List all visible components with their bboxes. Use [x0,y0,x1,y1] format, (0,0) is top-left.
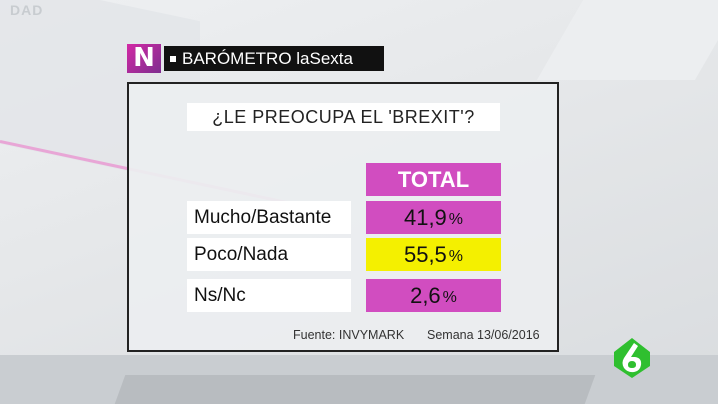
background-floor [114,375,596,404]
row-value-ns-nc: 2,6% [366,279,501,312]
background-ghost-text: DAD [10,2,44,18]
question-box: ¿LE PREOCUPA EL 'BREXIT'? [187,103,500,131]
percent-sign: % [448,247,464,265]
row-label-mucho-bastante: Mucho/Bastante [187,201,351,234]
logo-six-glyph [622,343,642,373]
poll-panel: ¿LE PREOCUPA EL 'BREXIT'? TOTAL Mucho/Ba… [127,82,559,352]
row-label-ns-nc: Ns/Nc [187,279,351,312]
row-value-poco-nada: 55,5% [366,238,501,271]
background-panel [536,0,718,80]
program-title: BARÓMETRO laSexta [182,48,353,68]
program-title-bar: BARÓMETRO laSexta [164,46,384,71]
brand-logo: N [127,44,161,73]
source-note: Fuente: INVYMARK [293,328,405,342]
total-column-header: TOTAL [366,163,501,196]
poll-question: ¿LE PREOCUPA EL 'BREXIT'? [212,106,475,127]
bullet-icon [170,55,176,62]
date-note: Semana 13/06/2016 [427,328,540,342]
percent-sign: % [442,288,457,306]
lasexta-6-icon [614,338,650,378]
value-number: 2,6 [410,282,441,308]
value-number: 55,5 [403,241,447,267]
row-value-mucho-bastante: 41,9% [366,201,501,234]
row-label-poco-nada: Poco/Nada [187,238,351,271]
percent-sign: % [448,210,464,228]
value-number: 41,9 [403,204,447,230]
